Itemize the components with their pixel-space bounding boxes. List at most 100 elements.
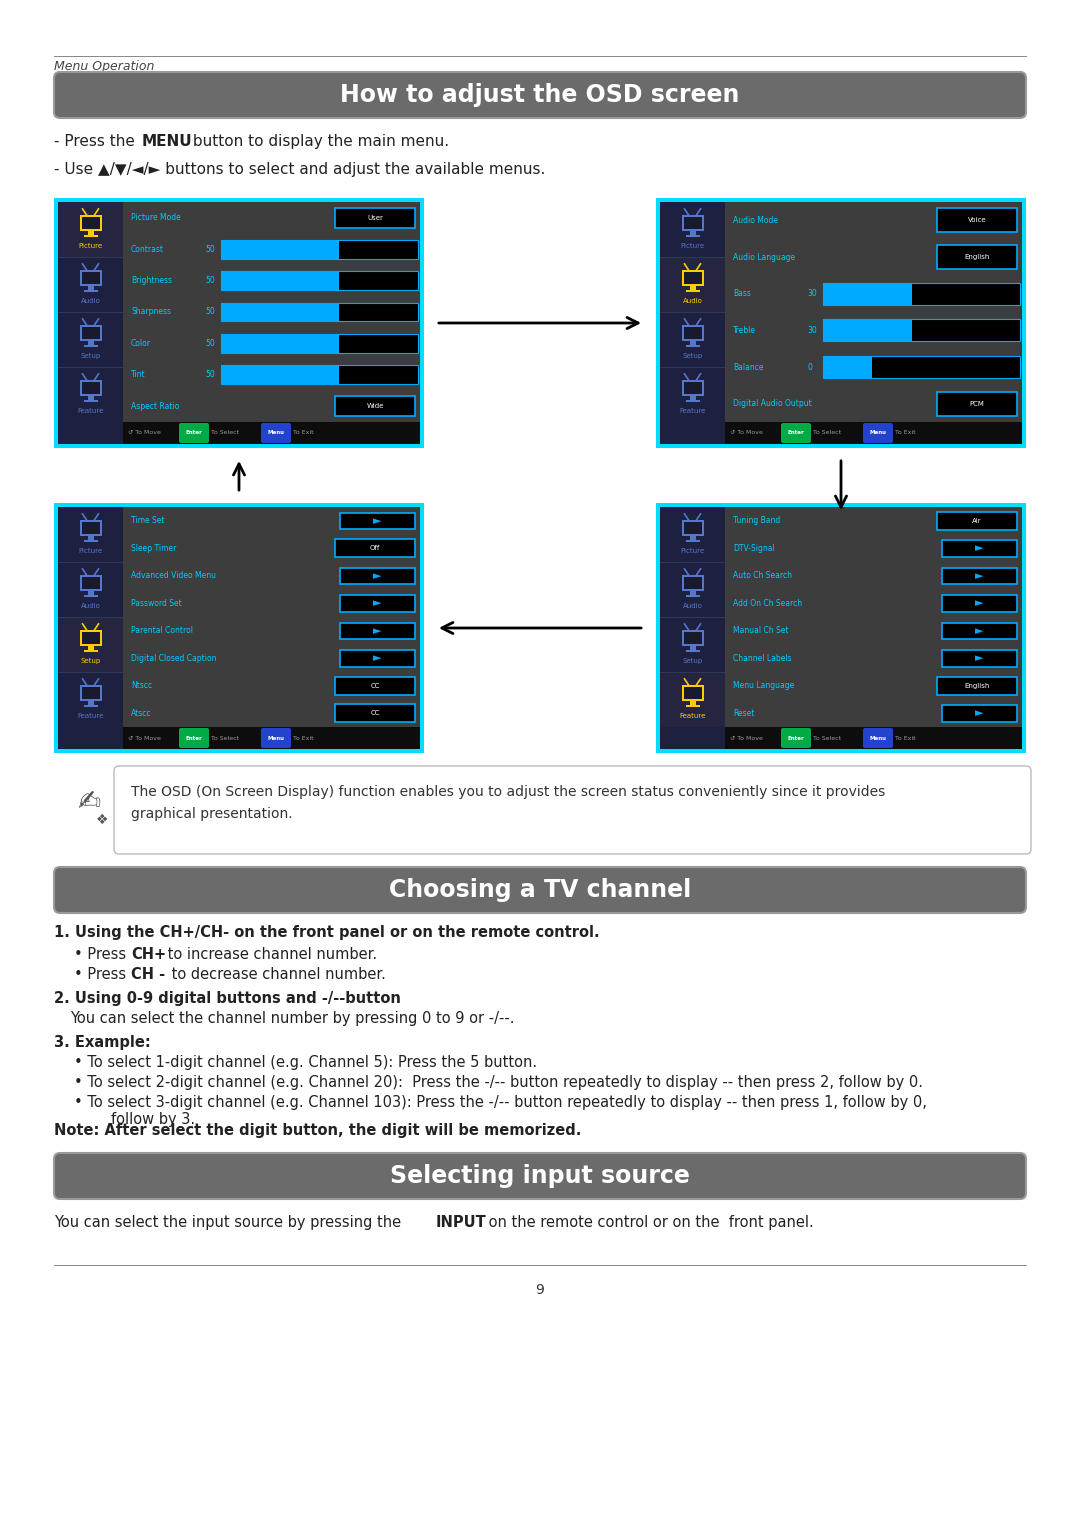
Bar [81, 327, 99, 339]
Bar [689, 645, 696, 650]
Bar [660, 508, 725, 749]
Bar [83, 291, 97, 292]
Text: Balance: Balance [733, 362, 764, 372]
Bar [684, 631, 702, 644]
Bar [80, 324, 102, 341]
Bar [87, 700, 94, 705]
Text: Choosing a TV channel: Choosing a TV channel [389, 878, 691, 902]
Text: CH -: CH - [131, 966, 165, 982]
Text: ►: ► [374, 570, 381, 581]
Bar [83, 540, 97, 541]
Bar [221, 240, 418, 258]
Bar [681, 379, 703, 396]
Bar [81, 217, 99, 229]
Bar [681, 324, 703, 341]
Text: PCM: PCM [970, 401, 985, 407]
Bar [823, 320, 1020, 341]
Bar [339, 333, 418, 353]
Bar [340, 567, 415, 584]
Text: Treble: Treble [733, 326, 756, 335]
Bar [123, 726, 420, 749]
Text: Manual Ch Set: Manual Ch Set [733, 627, 788, 635]
Text: Enter: Enter [787, 735, 805, 740]
Bar [681, 575, 703, 590]
Text: Picture: Picture [79, 243, 103, 249]
Bar [681, 520, 703, 535]
Bar [81, 272, 99, 284]
Bar [339, 365, 418, 384]
Bar [221, 365, 418, 384]
Bar [335, 208, 415, 228]
Bar [81, 576, 99, 589]
FancyBboxPatch shape [781, 728, 811, 748]
Bar [80, 216, 102, 231]
Text: To Select: To Select [813, 735, 841, 740]
Text: Off: Off [369, 546, 380, 552]
Bar [725, 726, 1022, 749]
Bar [339, 303, 418, 321]
Bar [937, 208, 1017, 232]
Text: ↺ To Move: ↺ To Move [730, 431, 762, 436]
Bar [83, 235, 97, 237]
Bar [684, 576, 702, 589]
Bar [80, 685, 102, 700]
Text: Time Set: Time Set [131, 517, 164, 526]
Bar [87, 535, 94, 540]
Text: ►: ► [374, 515, 381, 526]
Text: Wide: Wide [366, 404, 383, 410]
Bar [681, 216, 703, 231]
Text: 50: 50 [205, 307, 215, 317]
Text: ►: ► [975, 570, 984, 581]
Text: Picture: Picture [680, 547, 704, 553]
Bar [87, 231, 94, 235]
Text: 0: 0 [807, 362, 812, 372]
Text: Enter: Enter [787, 431, 805, 436]
Text: Feature: Feature [78, 713, 104, 719]
Bar [686, 346, 700, 347]
Text: Audio: Audio [81, 602, 100, 609]
Bar [681, 271, 703, 286]
Text: Atscc: Atscc [131, 709, 151, 717]
FancyBboxPatch shape [179, 728, 210, 748]
Bar [58, 202, 420, 443]
FancyBboxPatch shape [54, 72, 1026, 118]
Bar [54, 751, 424, 752]
Bar [656, 503, 1026, 506]
Text: Setup: Setup [80, 657, 100, 664]
Bar [54, 445, 424, 448]
Bar [221, 303, 418, 321]
Text: • To select 1-digit channel (e.g. Channel 5): Press the 5 button.: • To select 1-digit channel (e.g. Channe… [75, 1055, 537, 1070]
Text: Menu: Menu [869, 431, 887, 436]
Bar [681, 685, 703, 700]
Text: CH+: CH+ [131, 946, 166, 962]
Text: Audio: Audio [683, 602, 702, 609]
Bar [689, 341, 696, 346]
Bar [81, 382, 99, 394]
Text: Parental Control: Parental Control [131, 627, 193, 635]
Bar [221, 271, 418, 291]
Bar [340, 595, 415, 612]
Text: 50: 50 [205, 245, 215, 254]
Bar [942, 540, 1017, 557]
FancyBboxPatch shape [54, 867, 1026, 913]
Bar [684, 217, 702, 229]
Text: Tuning Band: Tuning Band [733, 517, 780, 526]
Text: Menu: Menu [268, 431, 284, 436]
Text: Audio Mode: Audio Mode [733, 216, 778, 225]
Text: Picture: Picture [680, 243, 704, 249]
Text: The OSD (On Screen Display) function enables you to adjust the screen status con: The OSD (On Screen Display) function ena… [131, 784, 886, 821]
Text: Feature: Feature [78, 408, 104, 414]
Bar [80, 520, 102, 535]
Text: Feature: Feature [679, 408, 705, 414]
Text: • To select 2-digit channel (e.g. Channel 20):  Press the -/-- button repeatedly: • To select 2-digit channel (e.g. Channe… [75, 1075, 923, 1090]
Bar [340, 650, 415, 667]
Bar [660, 202, 725, 443]
Text: Contrast: Contrast [131, 245, 164, 254]
Text: Setup: Setup [683, 657, 703, 664]
Text: English: English [964, 683, 989, 688]
Bar [83, 401, 97, 402]
Text: ►: ► [975, 598, 984, 609]
FancyBboxPatch shape [261, 728, 291, 748]
Text: ►: ► [975, 625, 984, 636]
Text: Color: Color [131, 339, 151, 349]
